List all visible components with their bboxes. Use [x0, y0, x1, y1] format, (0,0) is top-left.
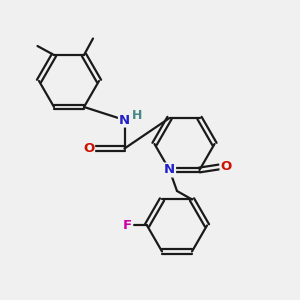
Text: F: F [123, 219, 132, 232]
Text: O: O [220, 160, 232, 173]
Text: N: N [119, 113, 130, 127]
Text: N: N [164, 164, 175, 176]
Text: H: H [132, 109, 142, 122]
Text: O: O [83, 142, 94, 155]
